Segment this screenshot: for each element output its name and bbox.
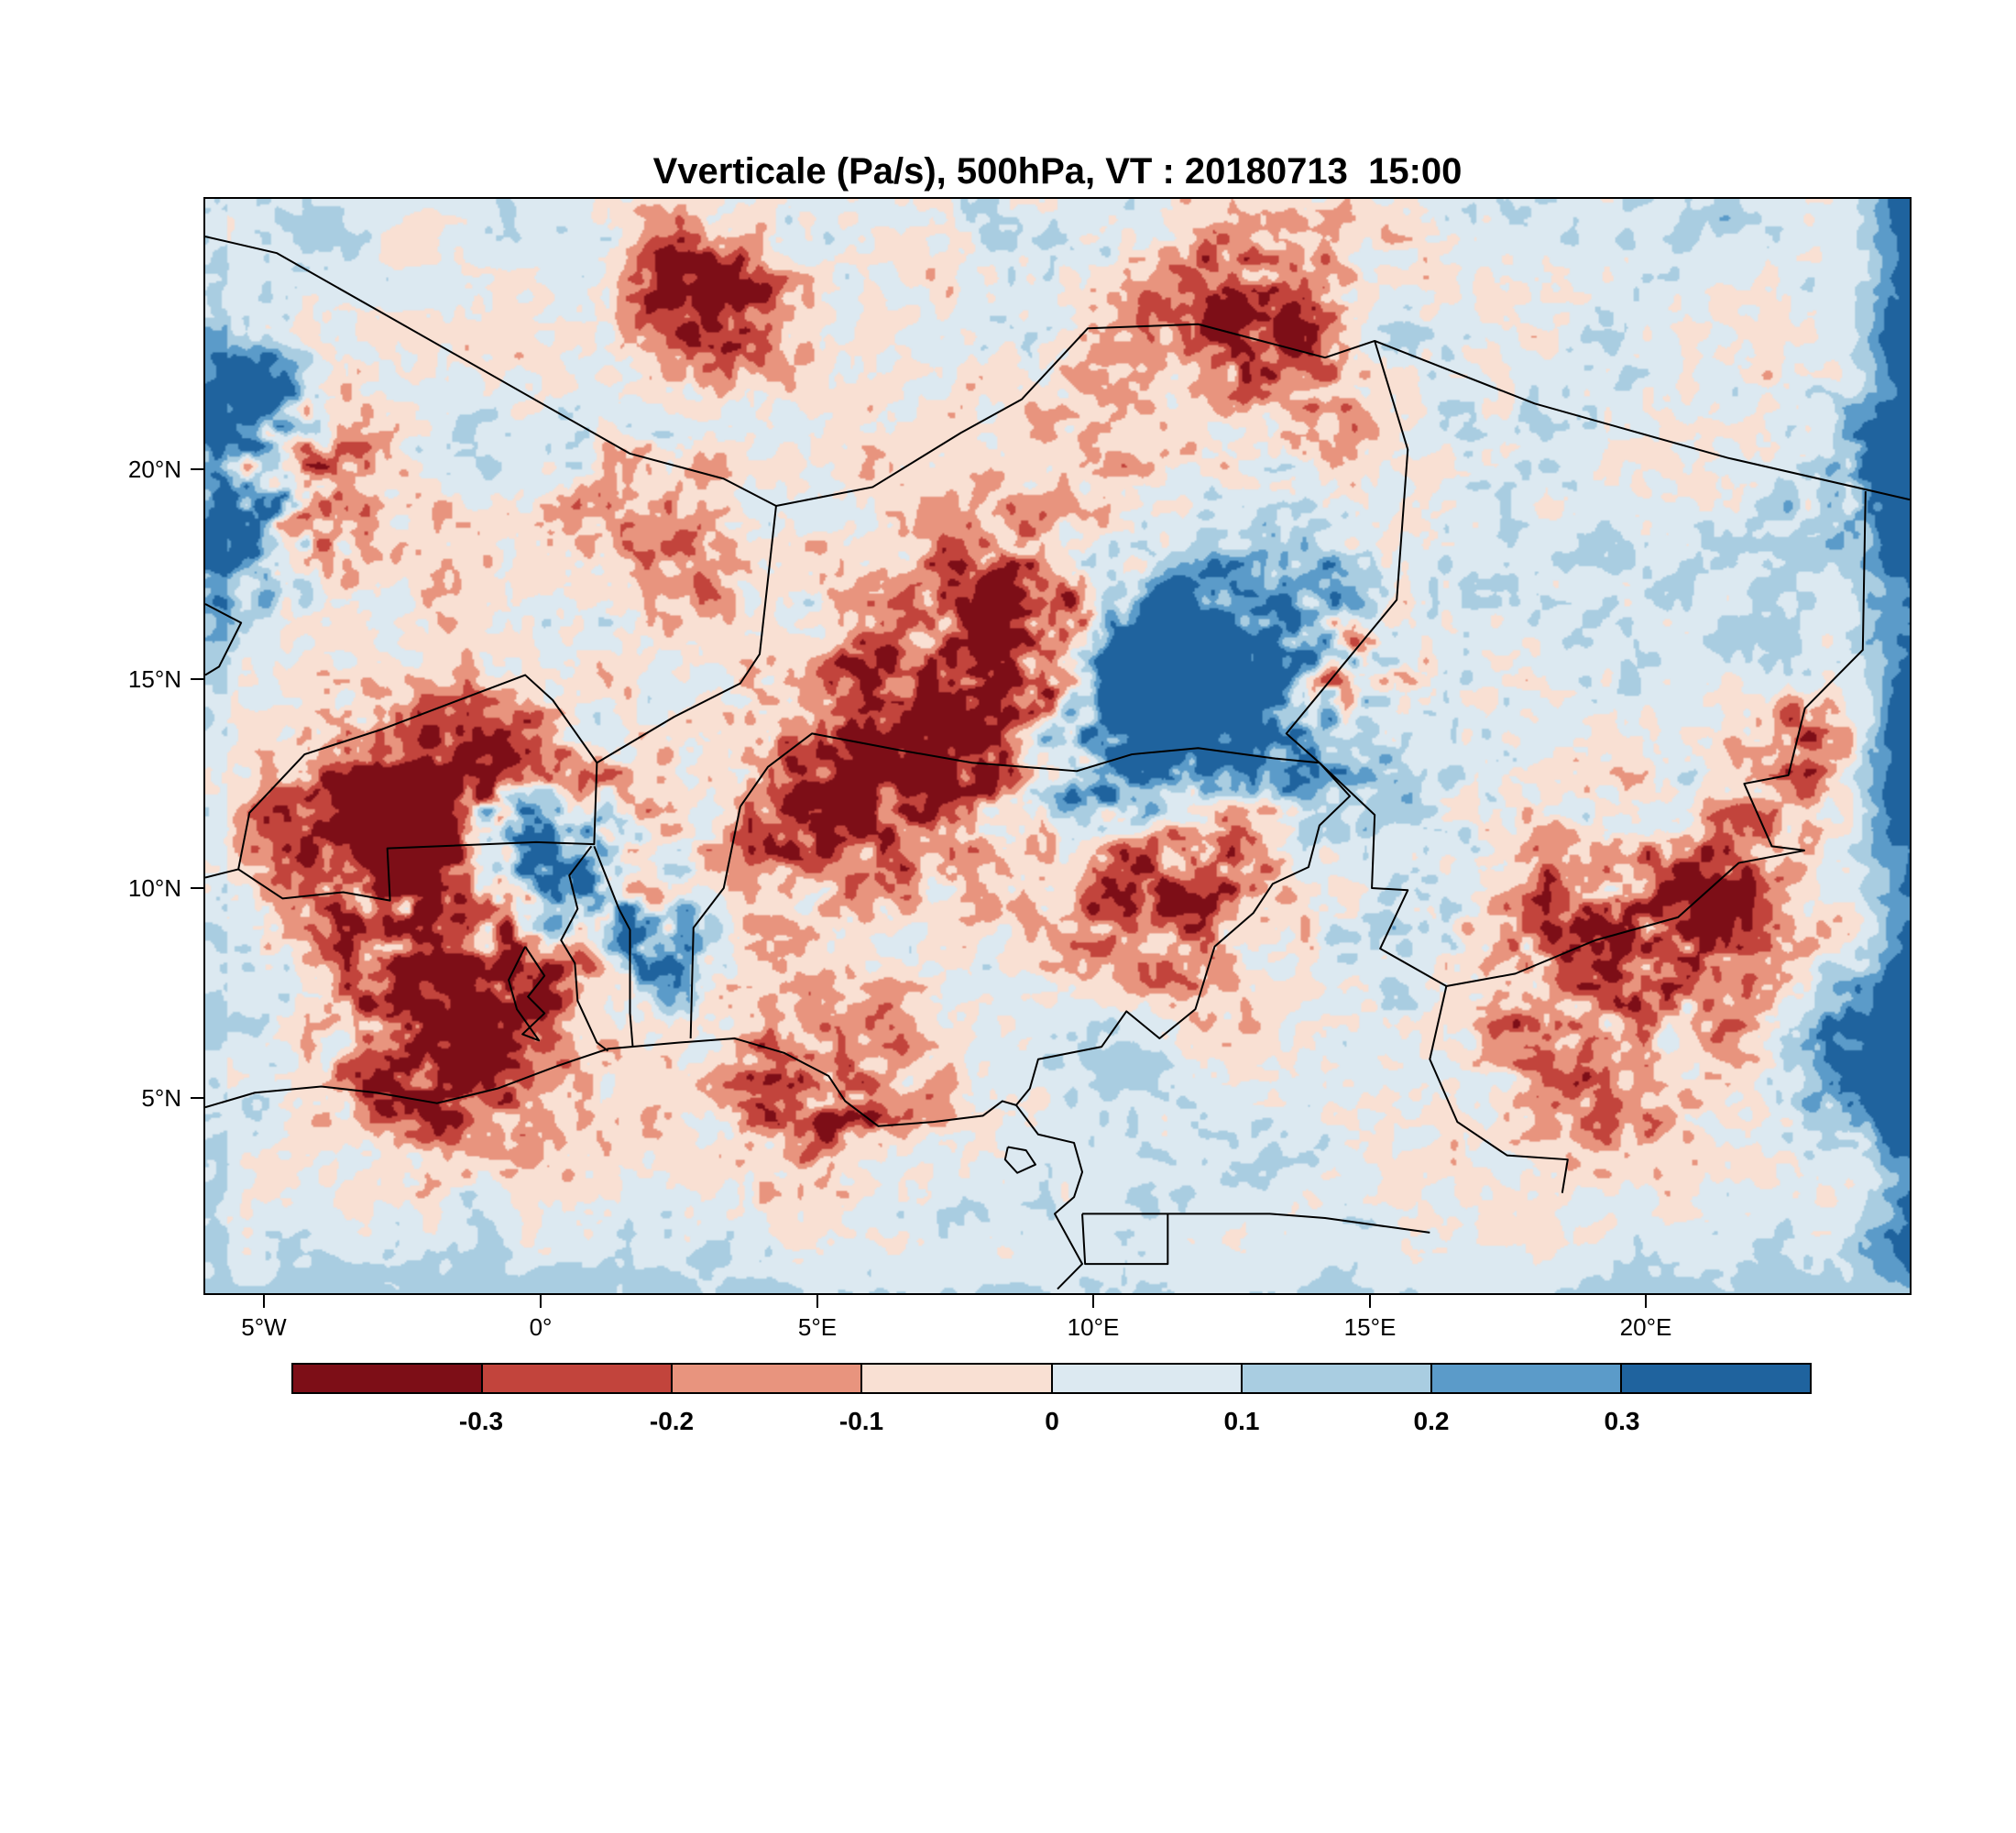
colorbar-segment bbox=[1052, 1365, 1243, 1392]
colorbar-segment bbox=[483, 1365, 674, 1392]
colorbar bbox=[291, 1363, 1812, 1394]
y-axis-tick bbox=[191, 468, 203, 470]
plot-title: Vverticale (Pa/s), 500hPa, VT : 20180713… bbox=[652, 151, 1463, 192]
map-plot-area bbox=[203, 197, 1912, 1295]
colorbar-segment bbox=[1431, 1365, 1622, 1392]
colorbar-tick-label: 0.2 bbox=[1413, 1407, 1450, 1435]
colorbar-tick-label: 0 bbox=[1045, 1407, 1059, 1435]
x-axis-label: 5°W bbox=[241, 1313, 287, 1341]
y-axis-label: 5°N bbox=[141, 1084, 181, 1112]
y-axis-tick bbox=[191, 887, 203, 889]
colorbar-tick-label: 0.1 bbox=[1223, 1407, 1260, 1435]
x-axis-tick bbox=[263, 1295, 265, 1308]
vertical-velocity-field bbox=[205, 199, 1910, 1293]
colorbar-segment bbox=[862, 1365, 1053, 1392]
x-axis-tick bbox=[1645, 1295, 1647, 1308]
x-axis-tick bbox=[816, 1295, 818, 1308]
colorbar-tick-label: -0.3 bbox=[458, 1407, 504, 1435]
x-axis-label: 0° bbox=[529, 1313, 553, 1341]
colorbar-tick-label: 0.3 bbox=[1604, 1407, 1640, 1435]
colorbar-segment bbox=[293, 1365, 484, 1392]
x-axis-tick bbox=[1369, 1295, 1371, 1308]
colorbar-tick-label: -0.2 bbox=[649, 1407, 695, 1435]
colorbar-segment bbox=[1242, 1365, 1432, 1392]
colorbar-tick-label: -0.1 bbox=[838, 1407, 884, 1435]
y-axis-label: 15°N bbox=[127, 665, 181, 693]
y-axis-tick bbox=[191, 678, 203, 680]
x-axis-label: 10°E bbox=[1067, 1313, 1120, 1341]
x-axis-tick bbox=[1092, 1295, 1094, 1308]
x-axis-label: 15°E bbox=[1343, 1313, 1397, 1341]
y-axis-label: 10°N bbox=[127, 874, 181, 902]
colorbar-segment bbox=[673, 1365, 863, 1392]
y-axis-label: 20°N bbox=[127, 456, 181, 483]
x-axis-label: 20°E bbox=[1619, 1313, 1672, 1341]
y-axis-tick bbox=[191, 1097, 203, 1099]
x-axis-tick bbox=[540, 1295, 542, 1308]
x-axis-label: 5°E bbox=[797, 1313, 838, 1341]
colorbar-segment bbox=[1621, 1365, 1810, 1392]
